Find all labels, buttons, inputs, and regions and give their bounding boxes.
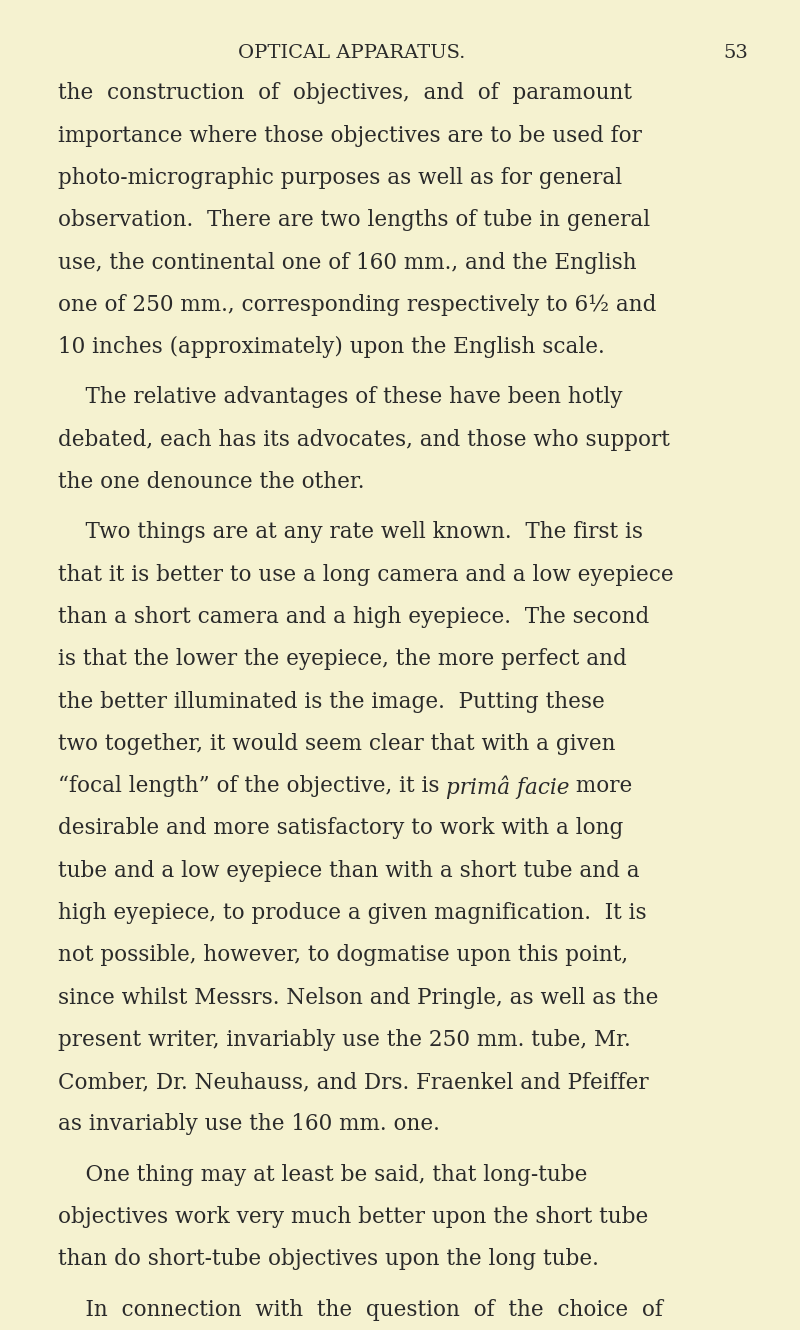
Text: the better illuminated is the image.  Putting these: the better illuminated is the image. Put… xyxy=(58,690,604,713)
Text: than a short camera and a high eyepiece.  The second: than a short camera and a high eyepiece.… xyxy=(58,606,649,628)
Text: One thing may at least be said, that long-tube: One thing may at least be said, that lon… xyxy=(58,1164,587,1186)
Text: the  construction  of  objectives,  and  of  paramount: the construction of objectives, and of p… xyxy=(58,82,632,105)
Text: primâ facie: primâ facie xyxy=(446,775,570,798)
Text: not possible, however, to dogmatise upon this point,: not possible, however, to dogmatise upon… xyxy=(58,944,628,967)
Text: that it is better to use a long camera and a low eyepiece: that it is better to use a long camera a… xyxy=(58,564,674,585)
Text: 53: 53 xyxy=(723,44,748,63)
Text: two together, it would seem clear that with a given: two together, it would seem clear that w… xyxy=(58,733,615,755)
Text: “focal length” of the objective, it is: “focal length” of the objective, it is xyxy=(58,775,446,797)
Text: than do short-tube objectives upon the long tube.: than do short-tube objectives upon the l… xyxy=(58,1249,598,1270)
Text: one of 250 mm., corresponding respectively to 6½ and: one of 250 mm., corresponding respective… xyxy=(58,294,656,317)
Text: present writer, invariably use the 250 mm. tube, Mr.: present writer, invariably use the 250 m… xyxy=(58,1029,630,1051)
Text: importance where those objectives are to be used for: importance where those objectives are to… xyxy=(58,125,642,146)
Text: OPTICAL APPARATUS.: OPTICAL APPARATUS. xyxy=(238,44,466,63)
Text: the one denounce the other.: the one denounce the other. xyxy=(58,471,364,493)
Text: photo-micrographic purposes as well as for general: photo-micrographic purposes as well as f… xyxy=(58,168,622,189)
Text: desirable and more satisfactory to work with a long: desirable and more satisfactory to work … xyxy=(58,818,623,839)
Text: as invariably use the 160 mm. one.: as invariably use the 160 mm. one. xyxy=(58,1113,439,1136)
Text: objectives work very much better upon the short tube: objectives work very much better upon th… xyxy=(58,1206,648,1228)
Text: more: more xyxy=(570,775,633,797)
Text: 10 inches (approximately) upon the English scale.: 10 inches (approximately) upon the Engli… xyxy=(58,336,604,358)
Text: since whilst Messrs. Nelson and Pringle, as well as the: since whilst Messrs. Nelson and Pringle,… xyxy=(58,987,658,1008)
Text: The relative advantages of these have been hotly: The relative advantages of these have be… xyxy=(58,387,622,408)
Text: high eyepiece, to produce a given magnification.  It is: high eyepiece, to produce a given magnif… xyxy=(58,902,646,924)
Text: Comber, Dr. Neuhauss, and Drs. Fraenkel and Pfeiffer: Comber, Dr. Neuhauss, and Drs. Fraenkel … xyxy=(58,1071,648,1093)
Text: use, the continental one of 160 mm., and the English: use, the continental one of 160 mm., and… xyxy=(58,251,636,274)
Text: is that the lower the eyepiece, the more perfect and: is that the lower the eyepiece, the more… xyxy=(58,648,626,670)
Text: In  connection  with  the  question  of  the  choice  of: In connection with the question of the c… xyxy=(58,1298,662,1321)
Text: debated, each has its advocates, and those who support: debated, each has its advocates, and tho… xyxy=(58,428,670,451)
Text: tube and a low eyepiece than with a short tube and a: tube and a low eyepiece than with a shor… xyxy=(58,859,639,882)
Text: Two things are at any rate well known.  The first is: Two things are at any rate well known. T… xyxy=(58,521,642,544)
Text: observation.  There are two lengths of tube in general: observation. There are two lengths of tu… xyxy=(58,209,650,231)
